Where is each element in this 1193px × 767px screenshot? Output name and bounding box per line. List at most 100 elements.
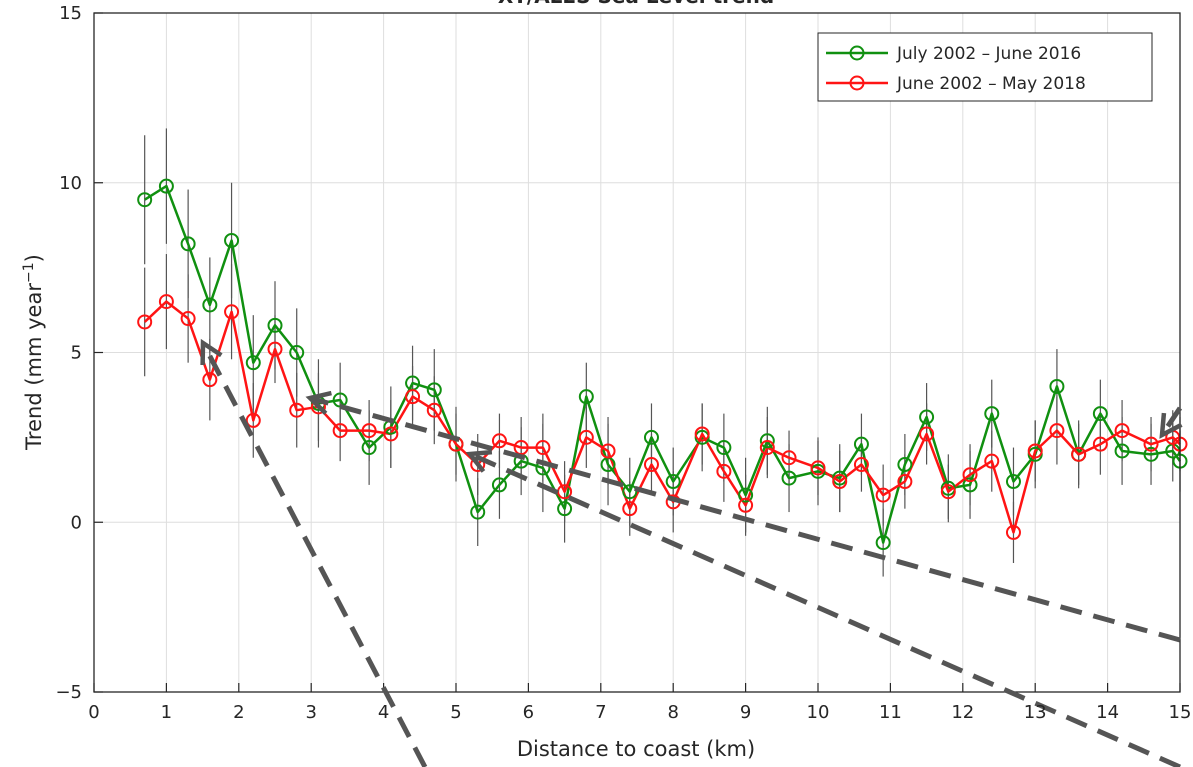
data-point-series-2 [405, 389, 421, 405]
annotation-arrow-line [468, 451, 1182, 767]
data-point-series-2 [600, 443, 616, 459]
data-point-series-1 [224, 232, 240, 248]
annotation-arrow-head [465, 449, 493, 473]
data-point-series-1 [1114, 443, 1130, 459]
data-point-series-2 [426, 402, 442, 418]
series-lines [143, 184, 1182, 544]
data-point-series-2 [535, 440, 551, 456]
y-tick-label: 5 [71, 343, 82, 364]
x-tick-label: 12 [951, 702, 974, 723]
data-point-series-2 [158, 294, 174, 310]
data-point-series-2 [832, 474, 848, 490]
chart-title: XT/ALES Sea Level trend [498, 0, 774, 8]
grid-lines [93, 12, 1181, 693]
data-point-series-2 [1049, 423, 1065, 439]
data-point-series-1 [643, 429, 659, 445]
x-tick-label: 6 [523, 702, 534, 723]
data-point-series-1 [919, 409, 935, 425]
x-tick-label: 9 [740, 702, 751, 723]
data-point-series-1 [1049, 378, 1065, 394]
x-tick-label: 0 [88, 702, 99, 723]
data-point-series-1 [781, 470, 797, 486]
x-tick-label: 5 [450, 702, 461, 723]
data-point-series-1 [1092, 406, 1108, 422]
y-tick-label: −5 [55, 682, 82, 703]
data-point-series-2 [919, 426, 935, 442]
annotation-arrows [200, 338, 1183, 767]
data-point-series-1 [361, 440, 377, 456]
legend-label-series-1: July 2002 – June 2016 [896, 44, 1081, 64]
x-tick-label: 11 [879, 702, 902, 723]
data-point-series-2 [180, 311, 196, 327]
data-point-series-2 [940, 484, 956, 500]
x-tick-label: 13 [1024, 702, 1047, 723]
data-point-series-2 [781, 450, 797, 466]
data-point-series-2 [716, 463, 732, 479]
data-point-series-1 [875, 535, 891, 551]
annotation-arrow-line [309, 395, 1181, 643]
annotation-arrow-head [1159, 412, 1183, 439]
annotation-arrow-head [200, 338, 223, 366]
data-point-series-1 [426, 382, 442, 398]
axis-ticks [93, 12, 1181, 693]
data-point-series-2 [137, 314, 153, 330]
y-axis-title: Trend (mm year−1) [21, 254, 46, 451]
data-point-series-2 [245, 412, 261, 428]
x-tick-label: 2 [233, 702, 244, 723]
data-point-series-2 [513, 440, 529, 456]
x-tick-label: 7 [595, 702, 606, 723]
data-point-series-1 [665, 474, 681, 490]
data-point-series-1 [622, 484, 638, 500]
legend: July 2002 – June 2016 June 2002 – May 20… [817, 32, 1153, 102]
data-point-series-2 [578, 429, 594, 445]
data-point-series-1 [897, 457, 913, 473]
data-point-series-1 [491, 477, 507, 493]
y-tick-label: 15 [59, 3, 82, 24]
y-axis-title-main: Trend (mm year [22, 283, 46, 451]
data-point-series-2 [810, 460, 826, 476]
data-point-series-2 [1027, 443, 1043, 459]
data-point-series-2 [738, 497, 754, 513]
data-point-series-1 [578, 389, 594, 405]
data-point-series-1 [137, 192, 153, 208]
series-markers [137, 178, 1188, 551]
x-tick-label: 10 [807, 702, 830, 723]
data-point-series-1 [289, 345, 305, 360]
data-point-series-2 [962, 467, 978, 483]
data-point-series-1 [202, 297, 218, 313]
x-tick-label: 15 [1169, 702, 1192, 723]
x-tick-label: 4 [378, 702, 389, 723]
data-point-series-2 [643, 457, 659, 473]
x-tick-label: 3 [305, 702, 316, 723]
x-tick-label: 1 [161, 702, 172, 723]
legend-label-series-2: June 2002 – May 2018 [896, 74, 1086, 94]
data-point-series-2 [361, 423, 377, 439]
data-point-series-1 [158, 178, 174, 194]
data-point-series-1 [470, 504, 486, 520]
legend-box [817, 32, 1153, 102]
data-point-series-2 [897, 474, 913, 490]
legend-marker-series-2 [849, 75, 865, 91]
data-point-series-2 [1143, 436, 1159, 452]
data-point-series-2 [289, 402, 305, 418]
x-tick-label: 14 [1096, 702, 1119, 723]
y-tick-label: 10 [59, 173, 82, 194]
y-tick-label: 0 [71, 512, 82, 533]
data-point-series-1 [557, 501, 573, 517]
y-axis-title-unit-exponent: −1 [21, 262, 37, 283]
annotation-arrow-line [200, 341, 428, 767]
x-tick-label: 8 [667, 702, 678, 723]
data-point-series-1 [245, 355, 261, 371]
data-point-series-2 [491, 433, 507, 449]
data-point-series-1 [716, 440, 732, 456]
data-point-series-1 [738, 487, 754, 503]
data-point-series-2 [202, 372, 218, 388]
data-point-series-2 [875, 487, 891, 503]
data-point-series-2 [1071, 446, 1087, 462]
data-point-series-2 [984, 453, 1000, 469]
annotation-arrow-line [1159, 406, 1183, 437]
data-point-series-1 [267, 317, 283, 333]
data-point-series-2 [1114, 423, 1130, 439]
data-point-series-2 [759, 440, 775, 456]
